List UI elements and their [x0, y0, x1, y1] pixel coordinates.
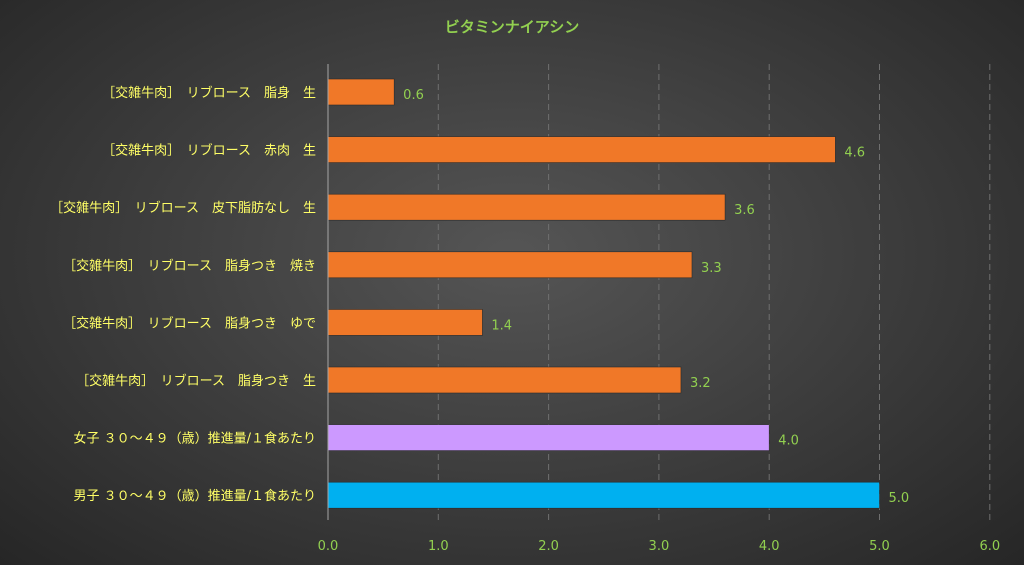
bar — [327, 136, 836, 163]
data-label: 3.2 — [690, 376, 711, 391]
data-label: 3.3 — [701, 261, 722, 276]
x-tick-label: 3.0 — [649, 539, 670, 554]
x-tick-label: 1.0 — [428, 539, 449, 554]
chart-title: ビタミンナイアシン — [445, 18, 579, 36]
bar — [327, 366, 682, 394]
data-label: 4.0 — [778, 434, 799, 449]
bar — [327, 78, 395, 106]
category-label: ［交雑牛肉］ リブロース 脂身つき 焼き — [63, 258, 316, 274]
data-label: 5.0 — [889, 491, 910, 506]
category-label: ［交雑牛肉］ リブロース 脂身つき 生 — [76, 373, 316, 389]
bar — [327, 193, 726, 221]
bar — [327, 251, 693, 279]
x-tick-label: 4.0 — [759, 539, 780, 554]
x-tick-labels: 0.0 1.0 2.0 3.0 4.0 5.0 6.0 — [318, 539, 1000, 554]
x-tick-label: 5.0 — [869, 539, 890, 554]
bar — [327, 424, 770, 451]
x-tick-label: 6.0 — [979, 539, 1000, 554]
bars — [327, 78, 880, 509]
x-tick-label: 0.0 — [318, 539, 339, 554]
category-labels: ［交雑牛肉］ リブロース 脂身 生 ［交雑牛肉］ リブロース 赤肉 生 ［交雑牛肉］… — [50, 85, 316, 504]
category-label: ［交雑牛肉］ リブロース 皮下脂肪なし 生 — [50, 200, 316, 216]
bar — [327, 481, 880, 509]
data-label: 1.4 — [491, 318, 512, 333]
category-label: ［交雑牛肉］ リブロース 脂身つき ゆで — [63, 315, 316, 331]
value-labels: 0.6 4.6 3.6 3.3 1.4 3.2 4.0 5.0 — [403, 88, 909, 506]
category-label: 女子 ３０～４９（歳）推進量/１食あたり — [73, 431, 316, 447]
data-label: 4.6 — [844, 146, 865, 161]
x-tick-label: 2.0 — [538, 539, 559, 554]
gridlines — [437, 64, 991, 520]
category-label: ［交雑牛肉］ リブロース 赤肉 生 — [102, 143, 316, 159]
bar — [327, 309, 483, 336]
data-label: 3.6 — [734, 203, 755, 218]
category-label: 男子 ３０～４９（歳）推進量/１食あたり — [73, 488, 316, 504]
category-label: ［交雑牛肉］ リブロース 脂身 生 — [102, 85, 316, 101]
data-label: 0.6 — [403, 88, 424, 103]
